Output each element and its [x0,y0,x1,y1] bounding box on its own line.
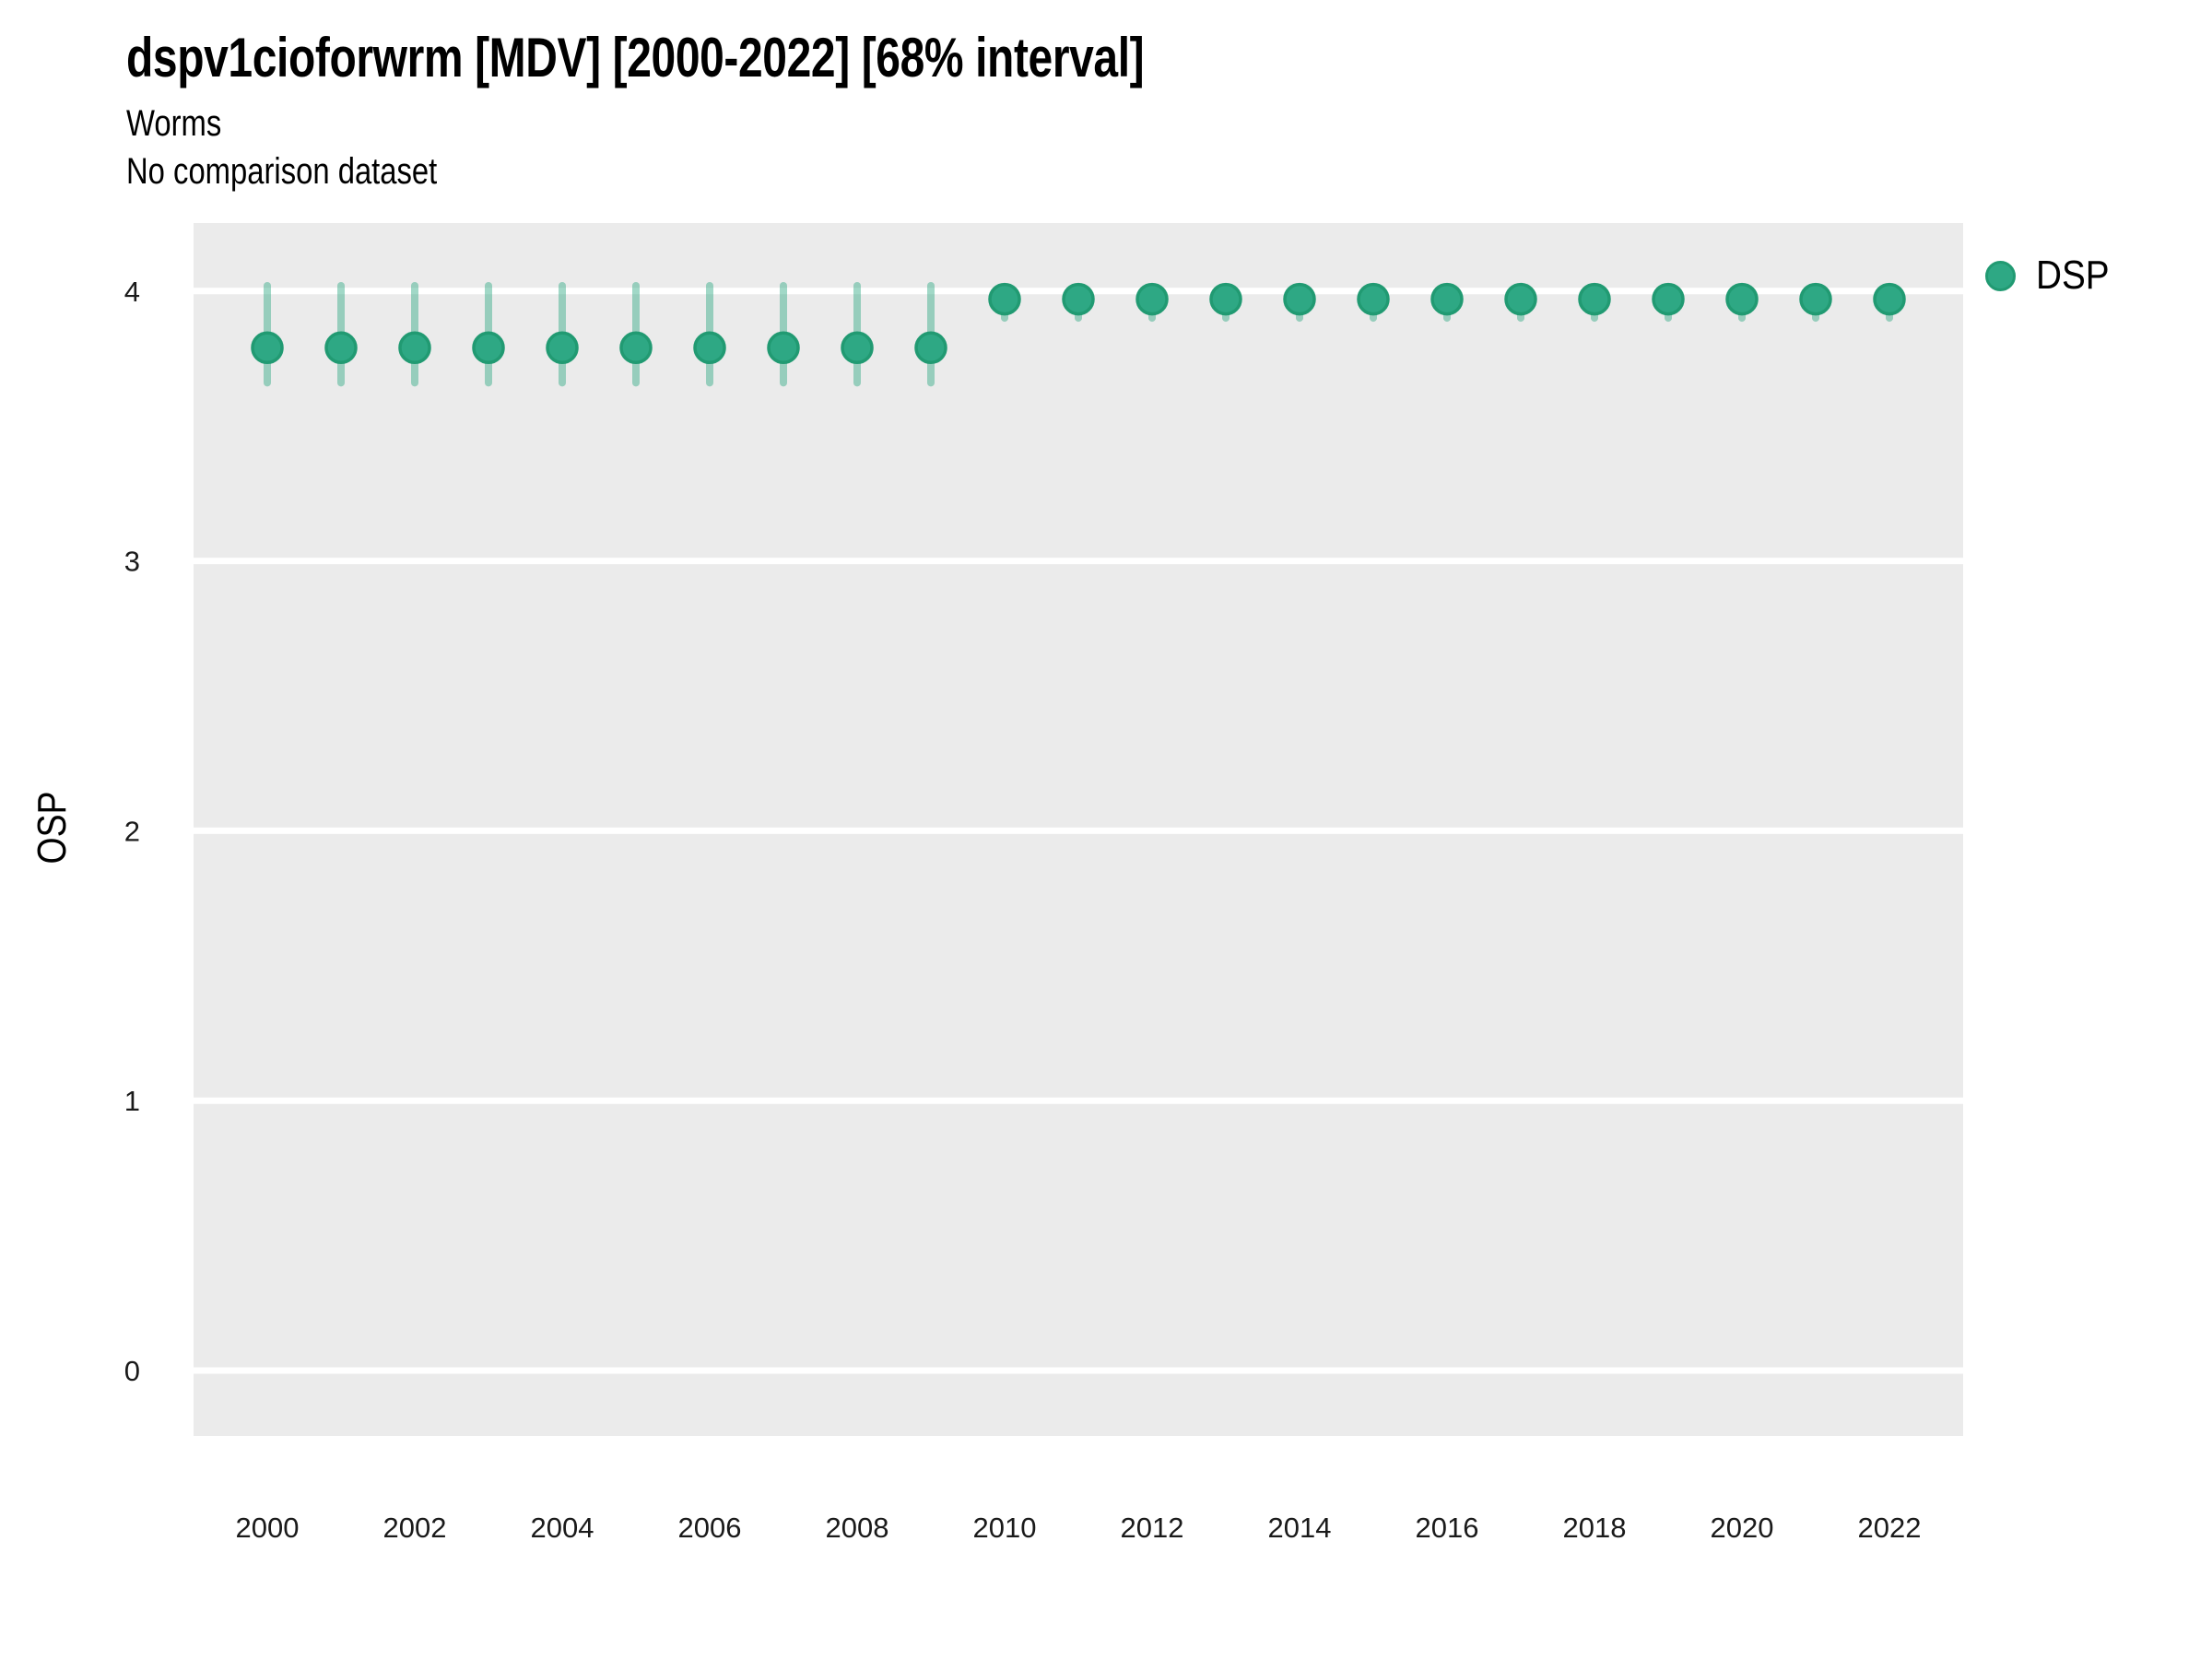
x-tick-label: 2008 [826,1512,889,1544]
data-point [693,331,726,365]
legend: DSP [1985,253,2119,299]
x-tick-label: 2018 [1563,1512,1627,1544]
chart-subtitle-species: Worms [126,103,222,144]
chart-title: dspv1cioforwrm [MDV] [2000-2022] [68% in… [126,27,1145,88]
data-point [1062,282,1095,316]
y-tick-label: 2 [124,815,140,847]
y-tick-label: 3 [124,546,140,578]
data-point [1430,282,1464,316]
x-tick-label: 2016 [1416,1512,1479,1544]
x-tick-label: 2000 [236,1512,300,1544]
x-tick-label: 2006 [678,1512,742,1544]
data-point [1652,282,1685,316]
data-point [841,331,874,365]
x-tick-label: 2010 [973,1512,1037,1544]
data-point [988,282,1021,316]
chart-subtitle-comparison: No comparison dataset [126,151,438,192]
data-point [251,331,284,365]
data-point [1357,282,1390,316]
x-tick-label: 2012 [1121,1512,1184,1544]
data-point [324,331,358,365]
data-point [546,331,579,365]
y-axis-title: OSP [29,791,75,865]
y-tick-label: 1 [124,1085,140,1117]
legend-label-dsp: DSP [2036,253,2110,298]
data-point [1578,282,1611,316]
data-point [1873,282,1906,316]
x-tick-label: 2022 [1858,1512,1922,1544]
x-tick-label: 2004 [531,1512,594,1544]
data-point [472,331,505,365]
y-tick-label: 0 [124,1355,140,1387]
data-point [1504,282,1537,316]
data-point [619,331,653,365]
x-tick-label: 2002 [383,1512,447,1544]
data-point [1799,282,1832,316]
data-point [1209,282,1242,316]
data-point [767,331,800,365]
data-point [1135,282,1169,316]
data-point [1725,282,1759,316]
legend-marker-dsp-icon [1985,260,2016,291]
y-tick-label: 4 [124,276,140,308]
data-point [1283,282,1316,316]
data-point [398,331,431,365]
data-point [914,331,947,365]
x-tick-label: 2014 [1268,1512,1332,1544]
x-tick-label: 2020 [1711,1512,1774,1544]
